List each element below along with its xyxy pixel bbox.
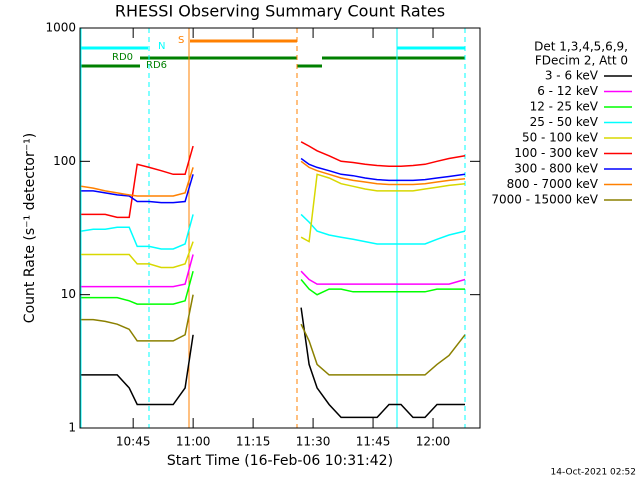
x-tick-label: 10:45	[116, 435, 151, 449]
x-tick-label: 11:00	[176, 435, 211, 449]
legend-label: 50 - 100 keV	[522, 131, 599, 145]
y-tick-label: 10	[61, 287, 76, 301]
legend-label: 300 - 800 keV	[514, 162, 598, 176]
legend-title: Det 1,3,4,5,6,9,	[534, 40, 628, 54]
series-line	[81, 307, 465, 419]
footer: 14-Oct-2021 02:52	[551, 468, 636, 478]
y-tick-label: 1	[68, 421, 76, 435]
legend-label: 25 - 50 keV	[530, 115, 599, 129]
y-tick-label: 1000	[45, 21, 76, 35]
x-tick-label: 11:30	[296, 435, 331, 449]
plot-frame	[79, 27, 481, 429]
flag-label: S	[178, 35, 184, 46]
legend-label: 800 - 7000 keV	[507, 177, 599, 191]
legend-label: 12 - 25 keV	[530, 100, 599, 114]
legend-label: 7000 - 15000 keV	[491, 193, 598, 207]
legend-label: 3 - 6 keV	[545, 69, 599, 83]
legend-label: 100 - 300 keV	[514, 146, 598, 160]
x-tick-label: 11:45	[356, 435, 391, 449]
legend-label: 6 - 12 keV	[537, 84, 599, 98]
series-line	[81, 213, 466, 250]
x-tick-label: 12:00	[416, 435, 451, 449]
series-line	[81, 160, 466, 197]
flag-label: RD6	[146, 60, 167, 71]
flag-label: RD0	[112, 52, 133, 63]
legend-title: FDecim 2, Att 0	[535, 54, 628, 68]
flag-label: N	[158, 41, 165, 52]
x-tick-label: 11:15	[236, 435, 271, 449]
y-axis-title: Count Rate (s⁻¹ detector⁻¹)	[22, 133, 38, 323]
y-tick-label: 100	[53, 154, 76, 168]
series-line	[81, 271, 465, 305]
series-line	[81, 294, 466, 376]
series-line	[81, 157, 466, 204]
x-axis-title: Start Time (16-Feb-06 10:31:42)	[167, 453, 393, 469]
chart-title: RHESSI Observing Summary Count Rates	[115, 2, 445, 21]
series-line	[81, 173, 466, 269]
series-line	[81, 141, 466, 219]
series-line	[81, 254, 466, 288]
